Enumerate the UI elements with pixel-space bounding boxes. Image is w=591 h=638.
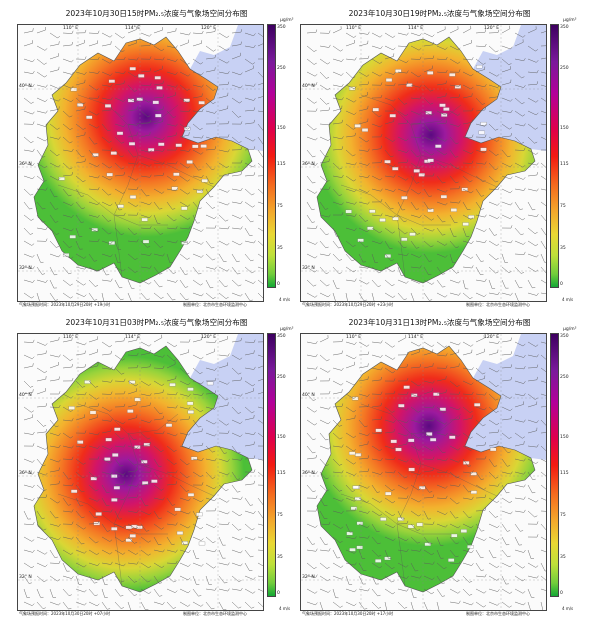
latitude-label: 32° N [302,575,315,580]
wind-scale-label: 4 m/s [279,606,291,611]
colorbar-tick-label: 115 [277,162,286,167]
map-panel: 2023年10月30日19时PM₂.₅浓度与气象场空间分布图 110° E 114°… [298,6,581,307]
pm25-map [17,333,264,611]
station-markers [346,385,497,563]
latitude-label: 40° N [302,84,315,89]
wind-barbs [306,334,546,610]
latitude-label: 40° N [19,84,32,89]
longitude-label: 120° E [484,335,500,340]
pm25-map [300,333,547,611]
forecast-time-note: 气象场预报时间：2023年10月30日20时 +07小时 [19,611,111,616]
longitude-label: 120° E [484,26,500,31]
panel-title: 2023年10月31日03时PM₂.₅浓度与气象场空间分布图 [65,318,248,327]
colorbar-tick-label: 75 [277,204,283,209]
latitude-label: 32° N [302,266,315,271]
latitude-label: 36° N [19,471,32,476]
longitude-label: 114° E [125,26,141,31]
colorbar-tick-label: 350 [560,25,569,30]
colorbar-tick-label: 150 [560,126,569,131]
sea-area [465,334,546,460]
station-markers [68,380,214,546]
wind-scale-label: 4 m/s [562,297,574,302]
colorbar-tick-label: 250 [277,375,286,380]
latitude-label: 36° N [302,471,315,476]
latitude-label: 40° N [19,393,32,398]
forecast-time-note: 气象场预报时间：2023年10月30日20时 +17小时 [302,611,394,616]
wind-barbs [23,334,263,610]
forecast-time-note: 气象场预报时间：2023年10月29日20时 +23小时 [302,302,394,307]
map-panel: 2023年10月31日03时PM₂.₅浓度与气象场空间分布图 110° E 114°… [15,315,298,616]
colorbar-tick-label: 35 [277,246,283,251]
latitude-label: 36° N [19,162,32,167]
colorbar-tick-label: 250 [277,66,286,71]
longitude-label: 114° E [408,335,424,340]
colorbar-tick-label: 115 [277,471,286,476]
province-boundaries [57,94,215,278]
wind-barbs [23,26,263,301]
colorbar-unit: μg/m³ [563,327,577,332]
sea-area [465,25,546,151]
colorbar [550,24,559,288]
colorbar-tick-label: 35 [560,246,566,251]
longitude-label: 110° E [63,26,79,31]
longitude-label: 120° E [201,335,217,340]
station-markers [58,66,208,257]
map-panel: 2023年10月30日15时PM₂.₅浓度与气象场空间分布图 110° E 114°… [15,6,298,307]
colorbar [267,24,276,288]
producer-note: 制图单位：北京市生态环境监测中心 [466,302,530,307]
colorbar-tick-label: 0 [277,591,280,596]
longitude-label: 120° E [201,26,217,31]
colorbar-tick-label: 150 [560,435,569,440]
colorbar [267,333,276,597]
longitude-label: 114° E [408,26,424,31]
colorbar-tick-label: 0 [560,282,563,287]
colorbar-tick-label: 350 [277,334,286,339]
colorbar-tick-label: 0 [560,591,563,596]
colorbar-tick-label: 350 [277,25,286,30]
producer-note: 制图单位：北京市生态环境监测中心 [183,302,247,307]
province-boundaries [57,403,215,587]
colorbar-tick-label: 115 [560,471,569,476]
colorbar [550,333,559,597]
sea-area [182,25,263,151]
colorbar-unit: μg/m³ [280,18,294,23]
colorbar-tick-label: 250 [560,375,569,380]
colorbar-tick-label: 75 [277,513,283,518]
colorbar-tick-label: 250 [560,66,569,71]
colorbar-tick-label: 350 [560,334,569,339]
pm25-map [17,24,264,302]
colorbar-tick-label: 0 [277,282,280,287]
province-boundaries [340,94,498,278]
latitude-label: 32° N [19,575,32,580]
colorbar-unit: μg/m³ [563,18,577,23]
wind-barbs [306,25,546,301]
colorbar-tick-label: 115 [560,162,569,167]
longitude-label: 110° E [346,335,362,340]
colorbar-tick-label: 35 [277,555,283,560]
panel-title: 2023年10月30日19时PM₂.₅浓度与气象场空间分布图 [348,9,531,18]
longitude-label: 114° E [125,335,141,340]
longitude-label: 110° E [63,335,79,340]
colorbar-tick-label: 75 [560,513,566,518]
panel-title: 2023年10月31日13时PM₂.₅浓度与气象场空间分布图 [348,318,531,327]
wind-scale-label: 4 m/s [562,606,574,611]
colorbar-tick-label: 150 [277,435,286,440]
map-panel: 2023年10月31日13时PM₂.₅浓度与气象场空间分布图 110° E 114°… [298,315,581,616]
producer-note: 制图单位：北京市生态环境监测中心 [183,611,247,616]
longitude-label: 110° E [346,26,362,31]
producer-note: 制图单位：北京市生态环境监测中心 [466,611,530,616]
latitude-label: 36° N [302,162,315,167]
station-markers [345,64,487,258]
pm25-map [300,24,547,302]
panel-title: 2023年10月30日15时PM₂.₅浓度与气象场空间分布图 [65,9,248,18]
colorbar-unit: μg/m³ [280,327,294,332]
latitude-label: 40° N [302,393,315,398]
latitude-label: 32° N [19,266,32,271]
wind-scale-label: 4 m/s [279,297,291,302]
colorbar-tick-label: 150 [277,126,286,131]
colorbar-tick-label: 75 [560,204,566,209]
forecast-time-note: 气象场预报时间：2023年10月29日20时 +19小时 [19,302,111,307]
colorbar-tick-label: 35 [560,555,566,560]
